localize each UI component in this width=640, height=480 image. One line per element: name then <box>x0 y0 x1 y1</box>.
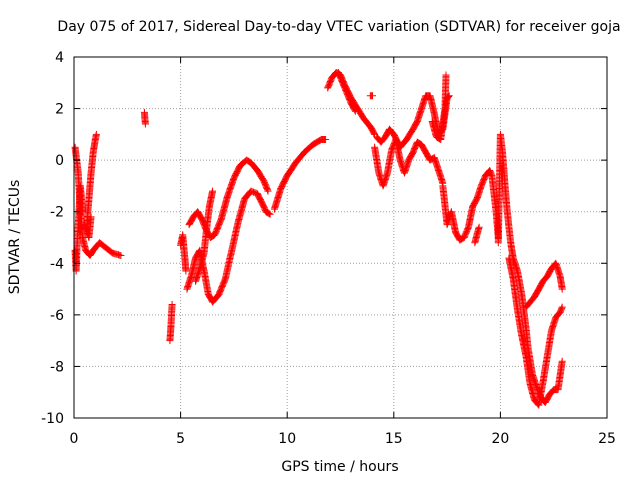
x-tick-label: 0 <box>70 431 79 447</box>
y-tick-label: 2 <box>55 102 64 118</box>
data-track <box>81 213 95 241</box>
y-tick-label: 4 <box>55 50 64 66</box>
data-point-markers <box>522 259 566 311</box>
axis-ticks: 0 5 10 15 20 25 -10 -8 -6 -4 -2 0 2 4 <box>41 50 616 447</box>
y-tick-label: -10 <box>41 411 64 427</box>
data-track <box>140 108 149 128</box>
y-tick-label: -2 <box>50 205 64 221</box>
data-point-markers <box>177 231 190 275</box>
data-track <box>505 254 566 409</box>
data-point-markers <box>505 254 566 409</box>
data-point-markers <box>366 92 376 100</box>
data-track <box>471 223 483 247</box>
data-track <box>183 187 274 306</box>
data-track <box>428 71 450 143</box>
data-track <box>192 187 217 285</box>
y-axis-label: SDTVAR / TECUs <box>7 180 23 295</box>
data-track <box>166 301 176 345</box>
data-point-markers <box>81 213 95 241</box>
chart-title: Day 075 of 2017, Sidereal Day-to-day VTE… <box>57 19 620 35</box>
data-point-markers <box>83 130 100 229</box>
data-track <box>177 231 190 275</box>
data-point-markers <box>140 108 149 128</box>
data-point-markers <box>439 167 502 244</box>
data-track <box>270 136 330 213</box>
y-tick-label: -4 <box>50 256 64 272</box>
x-tick-label: 15 <box>385 431 403 447</box>
data-marks <box>71 69 566 409</box>
data-point-markers <box>428 71 450 143</box>
data-track <box>83 130 100 229</box>
data-point-markers <box>270 136 330 213</box>
data-track <box>366 92 376 100</box>
data-point-markers <box>471 223 483 247</box>
data-point-markers <box>183 187 274 306</box>
data-point-markers <box>192 187 217 285</box>
data-point-markers <box>166 301 176 345</box>
data-track <box>439 167 502 244</box>
x-tick-label: 5 <box>176 431 185 447</box>
y-tick-label: 0 <box>55 153 64 169</box>
y-tick-label: -6 <box>50 308 64 324</box>
x-tick-label: 25 <box>598 431 616 447</box>
x-axis-label: GPS time / hours <box>281 459 398 475</box>
data-point-markers <box>334 69 359 115</box>
data-track <box>334 69 359 115</box>
data-track <box>522 259 566 311</box>
y-tick-label: -8 <box>50 359 64 375</box>
x-tick-label: 10 <box>278 431 296 447</box>
x-tick-label: 20 <box>491 431 509 447</box>
plot-frame <box>73 56 608 419</box>
